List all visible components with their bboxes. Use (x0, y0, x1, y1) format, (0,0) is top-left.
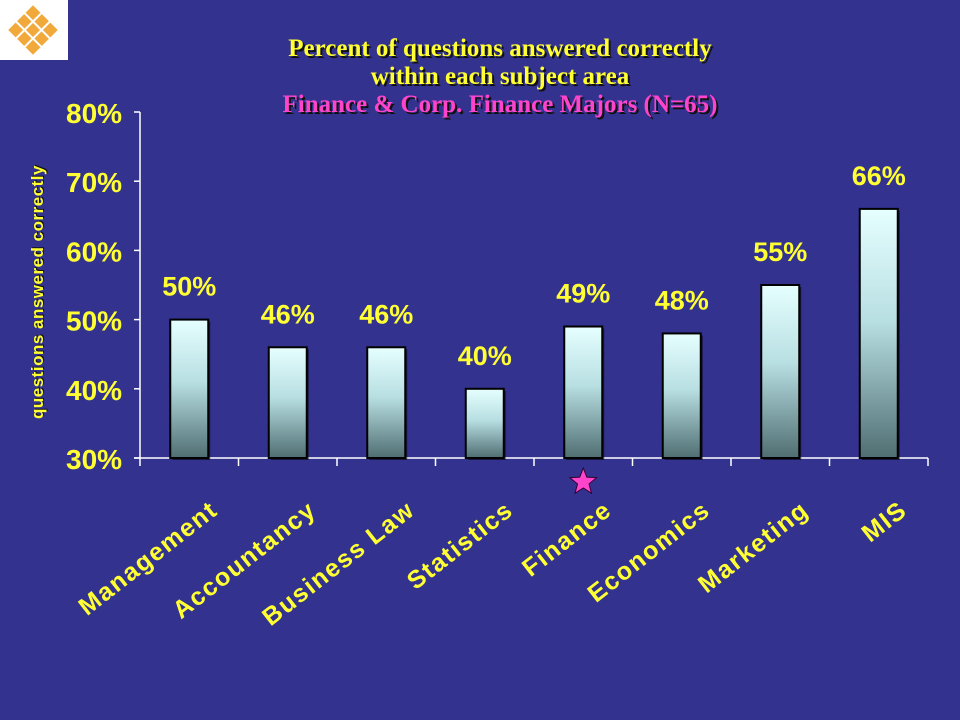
data-label: 50% (162, 272, 216, 302)
y-tick-label: 70% (66, 167, 122, 198)
chart-subtitle: Finance & Corp. Finance Majors (N=65) (282, 91, 718, 118)
title-line-1: Percent of questions answered correctly (288, 35, 712, 62)
bar (760, 284, 801, 459)
star-icon (568, 466, 598, 495)
category-label: Statistics (402, 496, 519, 596)
data-label: 66% (852, 161, 906, 191)
bar (464, 387, 505, 459)
y-tick-label: 50% (66, 306, 122, 337)
logo (0, 0, 68, 60)
bar (366, 346, 407, 459)
data-label: 48% (655, 285, 709, 315)
category-label: Finance (517, 496, 617, 583)
data-label: 46% (261, 299, 315, 329)
bar (563, 325, 604, 459)
bar (169, 318, 210, 459)
y-tick-label: 40% (66, 375, 122, 406)
chart-title: Percent of questions answered correctly … (120, 35, 880, 119)
data-label: 40% (458, 341, 512, 371)
title-line-2: within each subject area (370, 63, 630, 90)
category-label: MIS (857, 496, 913, 548)
data-label: 49% (556, 279, 610, 309)
y-tick-label: 60% (66, 236, 122, 267)
data-label: 55% (753, 237, 807, 267)
data-label: 46% (359, 299, 413, 329)
y-tick-label: 80% (66, 98, 122, 129)
axes (134, 111, 929, 466)
bar (661, 332, 702, 459)
y-tick-label: 30% (66, 444, 122, 475)
bar (267, 346, 308, 459)
category-label: Marketing (693, 496, 814, 599)
bars (169, 207, 900, 495)
bar (858, 207, 899, 459)
